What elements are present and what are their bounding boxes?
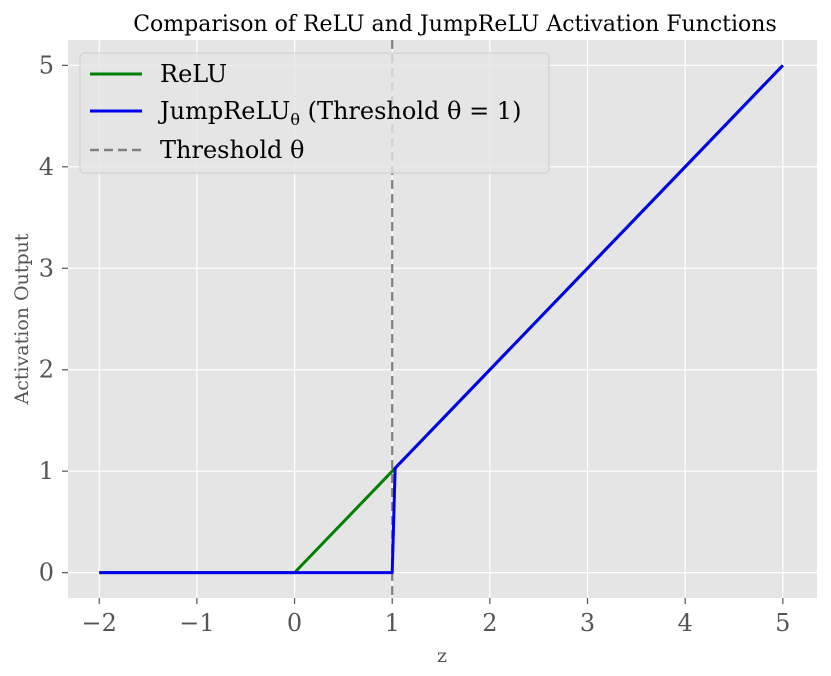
legend-jumprelu-name: JumpReLU [157, 97, 290, 125]
legend-label-threshold: Threshold θ [160, 136, 304, 164]
y-tick-label: 4 [39, 153, 54, 181]
legend-jumprelu-suffix: (Threshold θ = 1) [300, 97, 521, 125]
x-tick-label: 4 [678, 609, 693, 637]
x-tick-label: −1 [179, 609, 214, 637]
jumprelu-line [99, 64, 784, 575]
y-tick-label: 5 [39, 51, 54, 79]
chart-title: Comparison of ReLU and JumpReLU Activati… [133, 12, 777, 37]
y-tick-label: 3 [39, 254, 54, 282]
y-tick-label: 1 [39, 457, 54, 485]
x-tick-label: 0 [287, 609, 302, 637]
x-axis-label: z [437, 645, 447, 667]
legend-jumprelu-subscript: θ [290, 110, 300, 129]
x-tick-label: 1 [385, 609, 400, 637]
tick-marks [62, 64, 784, 604]
legend-label-jumprelu: JumpReLUθ (Threshold θ = 1) [157, 97, 521, 129]
y-axis-label: Activation Output [11, 233, 33, 405]
legend-label-relu: ReLU [160, 60, 227, 88]
x-tick-label: 2 [482, 609, 497, 637]
y-tick-label: 0 [39, 559, 54, 587]
legend: ReLU JumpReLUθ (Threshold θ = 1) Thresho… [79, 52, 550, 174]
x-tick-label: 3 [580, 609, 595, 637]
x-tick-label: −2 [82, 609, 117, 637]
y-tick-label: 2 [39, 356, 54, 384]
x-tick-label: 5 [775, 609, 790, 637]
legend-box [79, 52, 550, 174]
